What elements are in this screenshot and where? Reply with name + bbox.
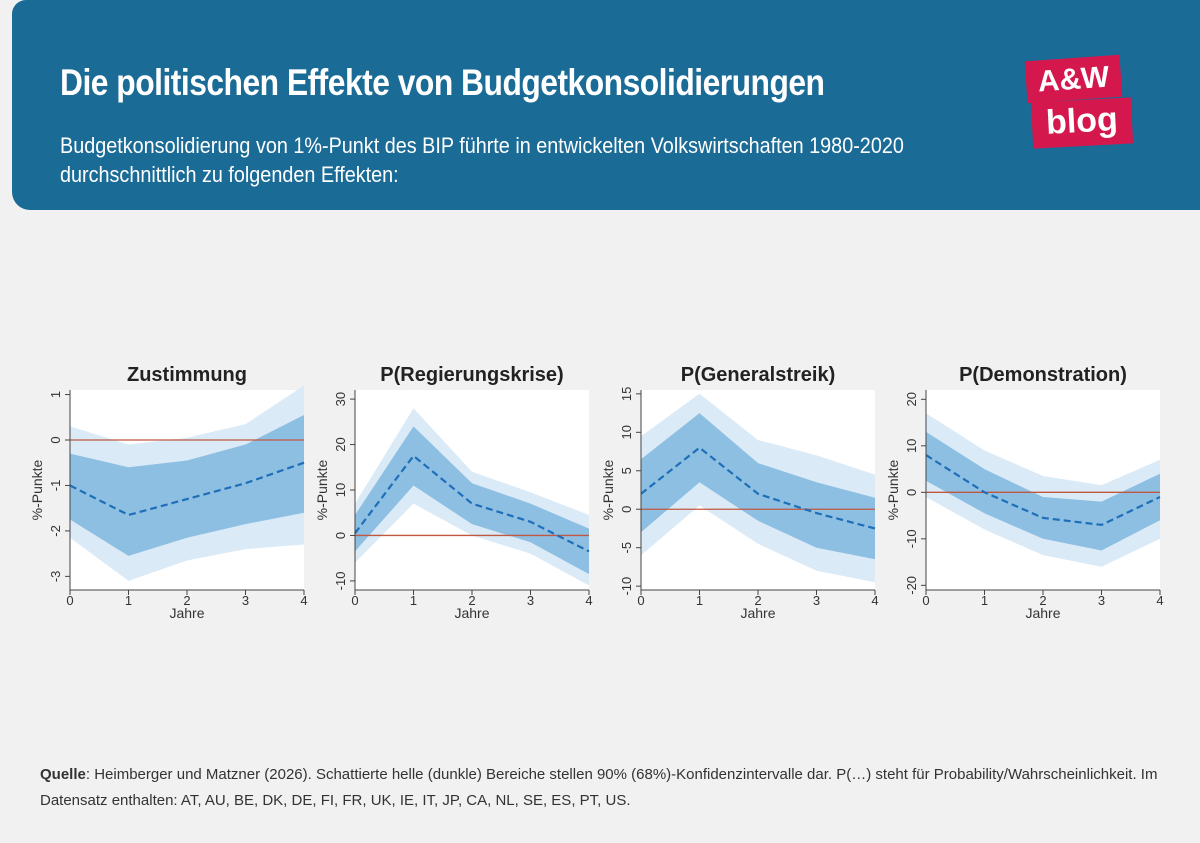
x-tick-label: 3: [1098, 593, 1105, 608]
y-tick-label: 5: [619, 467, 634, 474]
y-tick-label: -10: [904, 529, 919, 548]
source-note: Quelle: Heimberger und Matzner (2026). S…: [40, 762, 1160, 814]
y-axis-label-3: %-Punkte: [600, 459, 616, 520]
x-tick-label: 2: [1039, 593, 1046, 608]
chart-title-1: Zustimmung: [127, 364, 247, 386]
y-tick-label: -20: [904, 576, 919, 595]
x-tick-label: 4: [585, 593, 592, 608]
y-tick-label: -2: [48, 525, 63, 537]
chart-title-4: P(Demonstration): [959, 364, 1127, 386]
x-tick-label: 0: [922, 593, 929, 608]
y-tick-label: 0: [904, 489, 919, 496]
page-title: Die politischen Effekte von Budgetkonsol…: [60, 62, 825, 103]
y-tick-label: 20: [904, 392, 919, 406]
estimate-line-3: [640, 446, 876, 530]
estimate-line-4: [925, 454, 1161, 527]
y-tick-label: -1: [48, 480, 63, 492]
x-tick-label: 2: [468, 593, 475, 608]
chart-title-2: P(Regierungskrise): [380, 364, 563, 386]
x-tick-label: 1: [696, 593, 703, 608]
x-tick-label: 2: [754, 593, 761, 608]
y-tick-label: -10: [333, 572, 348, 591]
y-axis-label-4: %-Punkte: [885, 459, 901, 520]
y-tick-label: -10: [619, 577, 634, 596]
x-tick-label: 3: [813, 593, 820, 608]
header-banner: [12, 0, 1200, 210]
x-tick-label: 4: [1156, 593, 1163, 608]
x-tick-label: 0: [66, 593, 73, 608]
y-axis-label-1: %-Punkte: [29, 459, 45, 520]
source-label: Quelle: [40, 766, 86, 783]
y-tick-label: 0: [333, 532, 348, 539]
x-tick-label: 0: [637, 593, 644, 608]
x-tick-label: 2: [183, 593, 190, 608]
x-tick-label: 4: [871, 593, 878, 608]
y-tick-label: 10: [333, 483, 348, 497]
y-tick-label: 1: [48, 391, 63, 398]
x-axis-label-4: Jahre: [1025, 605, 1060, 621]
ci68-band-1: [70, 415, 304, 556]
y-axis-label-2: %-Punkte: [314, 459, 330, 520]
x-tick-label: 1: [125, 593, 132, 608]
page-subtitle: Budgetkonsolidierung von 1%-Punkt des BI…: [60, 133, 904, 187]
ci68-band-4: [926, 431, 1160, 551]
y-tick-label: 0: [48, 436, 63, 443]
ci68-band-2: [355, 426, 589, 575]
x-tick-label: 1: [981, 593, 988, 608]
estimate-line-2: [354, 454, 590, 553]
x-axis-label-3: Jahre: [740, 605, 775, 621]
y-tick-label: 0: [619, 506, 634, 513]
x-tick-label: 3: [242, 593, 249, 608]
y-tick-label: 10: [619, 425, 634, 439]
ci68-band-3: [641, 413, 875, 560]
y-tick-label: 30: [333, 392, 348, 406]
source-text: : Heimberger und Matzner (2026). Schatti…: [40, 766, 1158, 809]
x-tick-label: 1: [410, 593, 417, 608]
chart-title-3: P(Generalstreik): [681, 364, 836, 386]
y-tick-label: 20: [333, 437, 348, 451]
x-tick-label: 3: [527, 593, 534, 608]
y-tick-label: 15: [619, 387, 634, 401]
x-axis-label-2: Jahre: [454, 605, 489, 621]
y-tick-label: -3: [48, 571, 63, 583]
estimate-line-1: [69, 461, 305, 517]
x-tick-label: 4: [300, 593, 307, 608]
y-tick-label: -5: [619, 542, 634, 554]
y-tick-label: 10: [904, 439, 919, 453]
x-tick-label: 0: [351, 593, 358, 608]
x-axis-label-1: Jahre: [169, 605, 204, 621]
